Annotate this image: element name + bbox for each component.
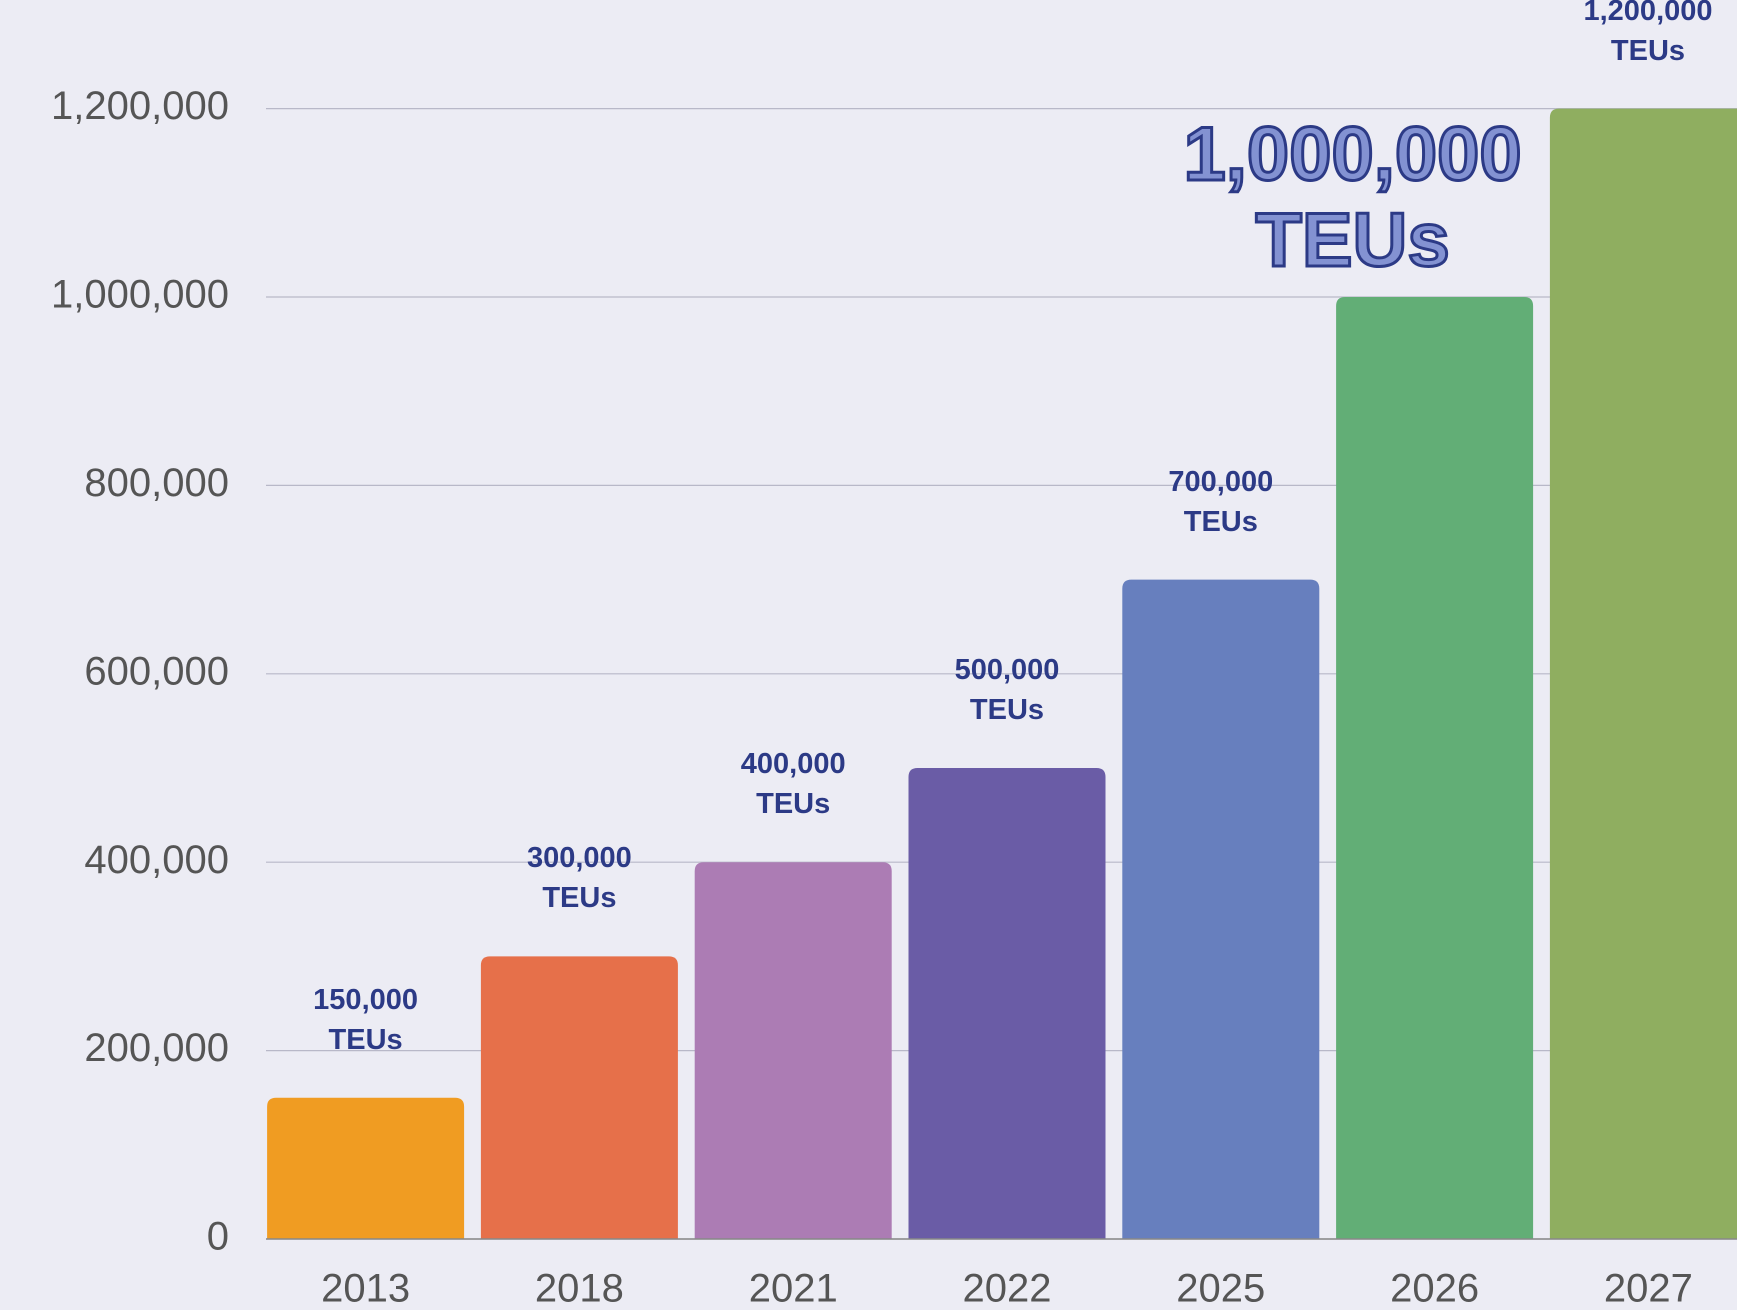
x-tick-label: 2013 [321,1267,410,1310]
value-label: 500,000 TEUs [954,654,1060,726]
bar [480,956,678,1239]
bar [1336,297,1534,1239]
x-tick-label: 2025 [1176,1267,1265,1310]
x-tick-label: 2018 [535,1267,624,1310]
y-tick-label: 800,000 [84,461,229,505]
x-tick-label: 2021 [749,1267,838,1310]
x-tick-label: 2022 [963,1267,1052,1310]
y-tick-label: 400,000 [84,838,229,882]
value-label: 150,000 TEUs [313,983,419,1056]
bar [694,862,892,1239]
x-tick-label: 2027 [1604,1267,1693,1310]
y-tick-label: 1,000,000 [51,273,229,317]
bar [267,1097,465,1239]
value-label: 700,000 TEUs [1168,465,1274,538]
y-tick-label: 0 [207,1215,229,1259]
value-label: 300,000 TEUs [526,842,632,915]
value-label: 400,000 TEUs [740,748,846,821]
y-tick-label: 200,000 [84,1026,229,1070]
y-tick-label: 600,000 [84,649,229,693]
bar [908,768,1106,1239]
y-tick-label: 1,200,000 [51,84,229,128]
x-tick-label: 2026 [1390,1267,1479,1310]
value-label: 1,000,000 TEUs [1182,111,1523,285]
value-label: 1,200,000 TEUs [1583,0,1713,67]
bar [1549,108,1737,1239]
bar [1122,579,1320,1239]
